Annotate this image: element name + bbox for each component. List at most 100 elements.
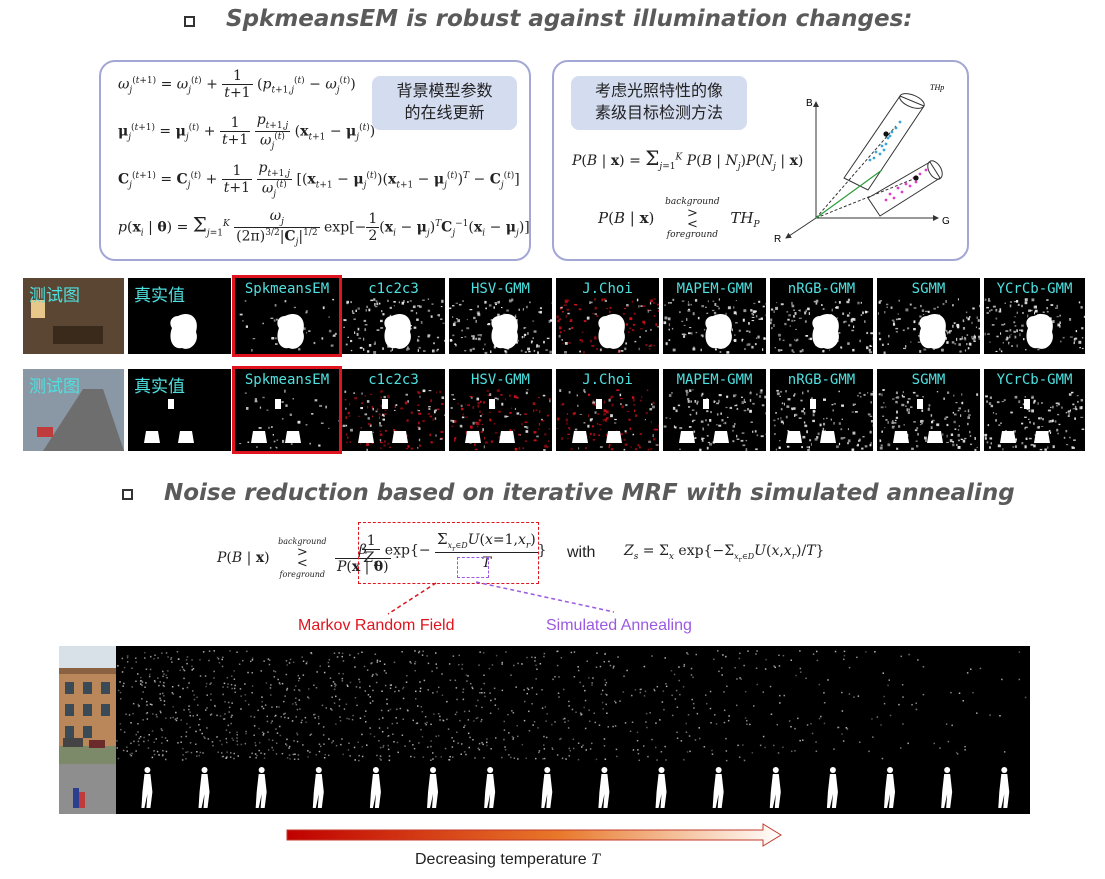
detection-mask bbox=[343, 298, 445, 354]
equation-covariance: Cj(t+1) = Cj(t) + 1 t+1 pt+1,j ωj(t) [(xt+… bbox=[118, 160, 520, 200]
row2-cell-0: 测试图 bbox=[23, 369, 124, 451]
markov-random-field-label: Markov Random Field bbox=[298, 617, 455, 634]
annealing-frame bbox=[976, 651, 1027, 808]
foreground-blob bbox=[358, 399, 408, 443]
pedestrian-mask bbox=[312, 774, 324, 808]
partition-equation: Zs = Σx exp{−Σxr∈DU(x,xr)/T} bbox=[624, 543, 825, 564]
detection-mask bbox=[23, 369, 124, 451]
temperature-caption: Decreasing temperature T bbox=[415, 851, 600, 869]
row1-cell-7: nRGB-GMM bbox=[770, 278, 873, 354]
foreground-blob bbox=[598, 313, 625, 349]
detection-mask bbox=[239, 389, 339, 449]
row1-cell-1: 真实值 bbox=[128, 278, 231, 354]
method-label: J.Choi bbox=[582, 372, 633, 388]
temperature-caption-var: T bbox=[591, 851, 600, 868]
detection-method-label: 考虑光照特性的像 素级目标检测方法 bbox=[571, 76, 747, 130]
annealing-frame bbox=[459, 651, 517, 808]
detection-mask bbox=[663, 298, 766, 354]
equation-threshold: P(B | x) background > < foreground THP bbox=[598, 197, 760, 240]
annealing-frame bbox=[287, 652, 346, 808]
row1-cell-3: c1c2c3 bbox=[342, 278, 445, 354]
threshold-background-word: background bbox=[665, 197, 720, 207]
annealing-frame bbox=[116, 651, 175, 808]
pedestrian-mask bbox=[141, 774, 153, 808]
method-label: c1c2c3 bbox=[368, 372, 419, 388]
method-label: J.Choi bbox=[582, 281, 633, 297]
row1-cell-9: YCrCb-GMM bbox=[984, 278, 1085, 354]
pedestrian-mask bbox=[484, 774, 496, 808]
foreground-blob bbox=[1026, 313, 1053, 349]
mrf-connector-lines bbox=[387, 581, 615, 615]
equation-likelihood: p(xi | θ) = Σj=1K ωj (2π)3/2|Cj|1/2 exp[−… bbox=[118, 208, 530, 248]
color-space-cylinder-diagram: B G R THp bbox=[774, 83, 950, 245]
row1-cell-4: HSV-GMM bbox=[449, 278, 552, 354]
annealing-frame bbox=[573, 651, 632, 808]
pink-sample-points bbox=[884, 168, 928, 202]
annealing-result-strip bbox=[116, 646, 1030, 814]
foreground-blob bbox=[144, 399, 194, 443]
annealing-frame bbox=[516, 650, 575, 808]
mrf-equation: P(B | x) background > < foreground β P(x |… bbox=[217, 537, 400, 579]
temperature-arrow bbox=[286, 823, 782, 847]
method-label: YCrCb-GMM bbox=[996, 372, 1073, 388]
pedestrian-mask bbox=[427, 774, 439, 808]
method-label: MAPEM-GMM bbox=[676, 372, 753, 388]
mrf-exp-term: 1 Zs exp{− Σxr∈DU(x=1,xr) T} bbox=[362, 530, 547, 572]
detection-mask bbox=[663, 389, 766, 451]
annealing-frame bbox=[631, 652, 689, 808]
detection-mask bbox=[773, 389, 873, 451]
method-label: YCrCb-GMM bbox=[996, 281, 1073, 297]
mrf-background-word: background bbox=[278, 537, 327, 546]
row2-cell-8: SGMM bbox=[877, 369, 980, 451]
pedestrian-mask bbox=[369, 774, 381, 808]
detection-mask bbox=[877, 298, 980, 354]
axis-g-label: G bbox=[942, 216, 950, 227]
foreground-blob bbox=[786, 399, 836, 443]
building-photo bbox=[59, 646, 116, 814]
pedestrian-mask bbox=[998, 774, 1010, 808]
pedestrian-mask bbox=[198, 774, 210, 808]
foreground-blob bbox=[893, 399, 943, 443]
pedestrian-mask bbox=[769, 774, 781, 808]
axis-b-label: B bbox=[806, 98, 813, 109]
th-label: THp bbox=[930, 83, 944, 92]
cylinder-blue bbox=[843, 95, 925, 191]
label-line-2: 的在线更新 bbox=[404, 103, 485, 122]
pedestrian-mask bbox=[941, 774, 953, 808]
annealing-frame bbox=[802, 650, 860, 808]
detection-mask bbox=[170, 313, 197, 349]
background-update-label: 背景模型参数 的在线更新 bbox=[372, 76, 517, 130]
foreground-blob bbox=[705, 313, 732, 349]
foreground-blob bbox=[384, 313, 411, 349]
mrf-foreground-word: foreground bbox=[279, 570, 326, 579]
with-label: with bbox=[567, 544, 596, 561]
row2-cell-3: c1c2c3 bbox=[342, 369, 445, 451]
pedestrian-mask bbox=[541, 774, 553, 808]
row1-cell-5: J.Choi bbox=[556, 278, 659, 354]
annealing-frame bbox=[859, 651, 918, 808]
detection-mask bbox=[342, 389, 445, 451]
middle-heading: Noise reduction based on iterative MRF w… bbox=[164, 480, 1015, 506]
blue-sample-points bbox=[868, 120, 902, 162]
threshold-foreground-word: foreground bbox=[666, 230, 718, 240]
row1-cell-6: MAPEM-GMM bbox=[663, 278, 766, 354]
temperature-caption-text: Decreasing temperature bbox=[415, 851, 587, 868]
row-label-cn: 真实值 bbox=[134, 377, 185, 397]
method-label: SGMM bbox=[911, 281, 946, 297]
pedestrian-mask bbox=[826, 774, 838, 808]
top-heading: SpkmeansEM is robust against illuminatio… bbox=[226, 6, 913, 32]
heading-bullet-icon bbox=[184, 16, 195, 27]
annealing-frame bbox=[744, 650, 802, 808]
pedestrian-mask bbox=[884, 774, 896, 808]
detection-mask bbox=[144, 399, 194, 443]
axis-r-label: R bbox=[774, 234, 781, 245]
annealing-frame bbox=[917, 659, 974, 808]
annealing-frame bbox=[174, 650, 232, 808]
foreground-blob bbox=[465, 399, 515, 443]
foreground-blob bbox=[572, 399, 622, 443]
row-label-cn: 真实值 bbox=[134, 286, 185, 306]
row2-cell-1: 真实值 bbox=[128, 369, 231, 451]
foreground-blob bbox=[1000, 399, 1050, 443]
label-line-1: 背景模型参数 bbox=[396, 81, 493, 100]
equation-mu: μj(t+1) = μj(t) + 1 t+1 pt+1,j ωj(t) (xt+1… bbox=[118, 112, 376, 152]
